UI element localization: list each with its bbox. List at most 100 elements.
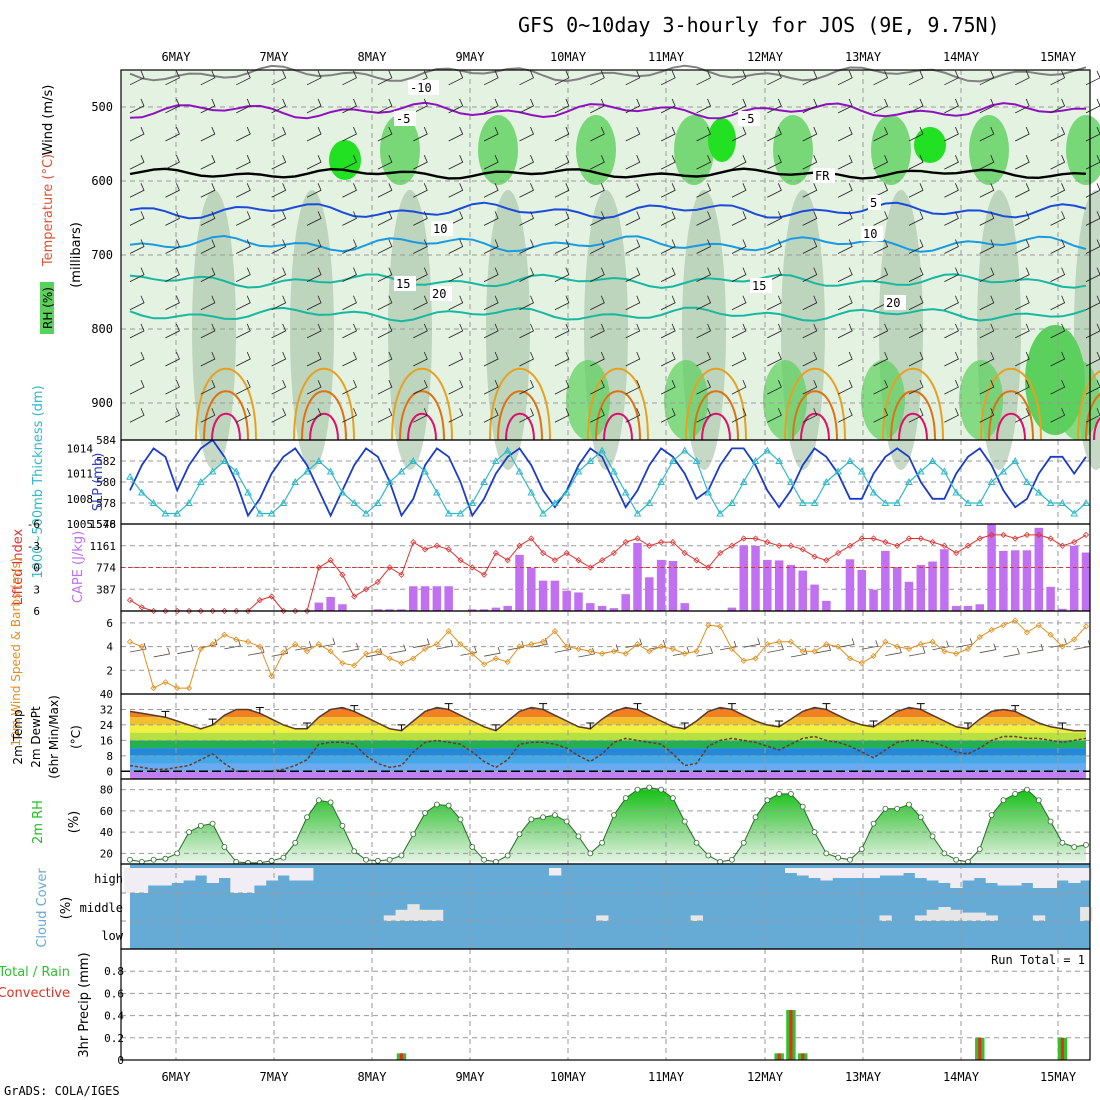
contour-label: 15 (752, 279, 766, 293)
wind-barb (200, 408, 216, 423)
wind-barb (731, 70, 747, 86)
precip-panel: 0 0.2 0.4 0.6 0.8 Run Total = 1 Total / Rain Co… (0, 948, 1091, 1067)
contour-label: 10 (863, 227, 877, 241)
wind-marker (705, 622, 712, 629)
thickness-tick: 580 (96, 476, 116, 489)
wind-barb (413, 126, 428, 142)
thickness-marker (562, 488, 571, 496)
li-marker (1023, 531, 1031, 538)
high-cloud-clear (914, 868, 928, 878)
wind-barb (625, 323, 641, 339)
wind-barb (306, 295, 322, 311)
wind-barb (554, 98, 570, 114)
cape-bar (845, 559, 855, 611)
rh-marker (1047, 818, 1054, 825)
rh-marker (374, 857, 381, 864)
wind-barb (743, 638, 761, 648)
wind-barb (767, 155, 782, 170)
wind-barb (342, 155, 357, 170)
high-cloud-clear (194, 868, 208, 876)
rh-area (130, 787, 1086, 863)
wind-barb (200, 98, 216, 114)
wind-barb (129, 239, 145, 254)
wind-barb (200, 126, 216, 142)
thickness-marker (763, 446, 772, 454)
cape-bar (645, 577, 654, 611)
wind-barb (1050, 295, 1066, 311)
thickness-marker (551, 498, 559, 506)
rh-marker (280, 854, 287, 861)
thickness-marker (1070, 509, 1079, 517)
wind-barb (129, 126, 145, 142)
wind-barb (802, 126, 818, 142)
wind-barb (236, 183, 251, 198)
wind-marker (1035, 622, 1042, 629)
thickness-marker (810, 498, 819, 506)
wind-barb (861, 640, 879, 650)
precip-label: 3hr Precip (mm) (77, 952, 92, 1057)
temperature-band (130, 771, 1086, 779)
cape-bar (468, 609, 477, 611)
wind-barb (814, 644, 832, 654)
wind-barb (837, 183, 853, 198)
wind-barb (519, 267, 534, 282)
pressure-tick: 800 (91, 322, 113, 336)
rh-marker (799, 803, 806, 810)
wind-barb (625, 295, 641, 311)
wind-marker (787, 638, 795, 645)
warm-isotherm-bubble (407, 412, 437, 441)
wind-barb (342, 379, 357, 395)
top-date-label: 9MAY (456, 50, 486, 64)
wind-marker (1059, 643, 1066, 650)
wind-barb (590, 408, 605, 423)
contour-label-bg (738, 111, 760, 126)
wind-barb (129, 351, 145, 367)
thickness-marker (775, 456, 783, 464)
bottom-date-label: 6MAY (162, 1070, 192, 1084)
thickness-marker (149, 498, 158, 506)
precip-tick: 0.4 (104, 1010, 124, 1023)
bottom-date-label: 15MAY (1040, 1070, 1077, 1084)
rh-marker (410, 831, 417, 838)
wind-barb (165, 211, 180, 226)
warm-isotherm-bubble (1077, 370, 1100, 441)
li-marker (492, 549, 499, 557)
wind-barb (1015, 408, 1030, 423)
wind-barb (342, 351, 357, 367)
wind-barb (306, 126, 322, 142)
rh-marker (835, 854, 842, 861)
wind-barb (590, 155, 605, 170)
rh-marker (422, 810, 428, 816)
temp-tick: 8 (106, 750, 113, 763)
wind-barb (165, 323, 180, 339)
li-marker (528, 535, 535, 542)
wind-barb (236, 155, 251, 170)
wind-barb (342, 267, 357, 282)
wind-marker (1000, 622, 1007, 629)
wind-barb (660, 126, 676, 142)
rh-marker (186, 829, 192, 836)
wind-barb (837, 323, 853, 339)
precip-tick: 0 (117, 1054, 124, 1067)
warm-isotherm-bubble (603, 412, 633, 441)
li-marker (374, 578, 381, 586)
wind-barb (767, 211, 782, 226)
contour-label-bg (408, 80, 439, 95)
wind-barb (696, 183, 712, 198)
wind-barb (554, 211, 570, 226)
isotherm-line (129, 167, 1087, 180)
cape-bar (727, 607, 737, 611)
high-cloud-clear (855, 868, 869, 878)
wind-marker (540, 638, 547, 645)
wind-barb (731, 351, 747, 367)
wind-barb (1015, 211, 1030, 226)
li-marker (386, 564, 393, 571)
wind-barb (377, 239, 393, 254)
wind-marker (575, 645, 582, 653)
wind-marker (917, 641, 924, 648)
rh-shade-peak (914, 127, 946, 163)
high-cloud-clear (301, 868, 314, 881)
wind-tick: 6 (106, 617, 113, 630)
